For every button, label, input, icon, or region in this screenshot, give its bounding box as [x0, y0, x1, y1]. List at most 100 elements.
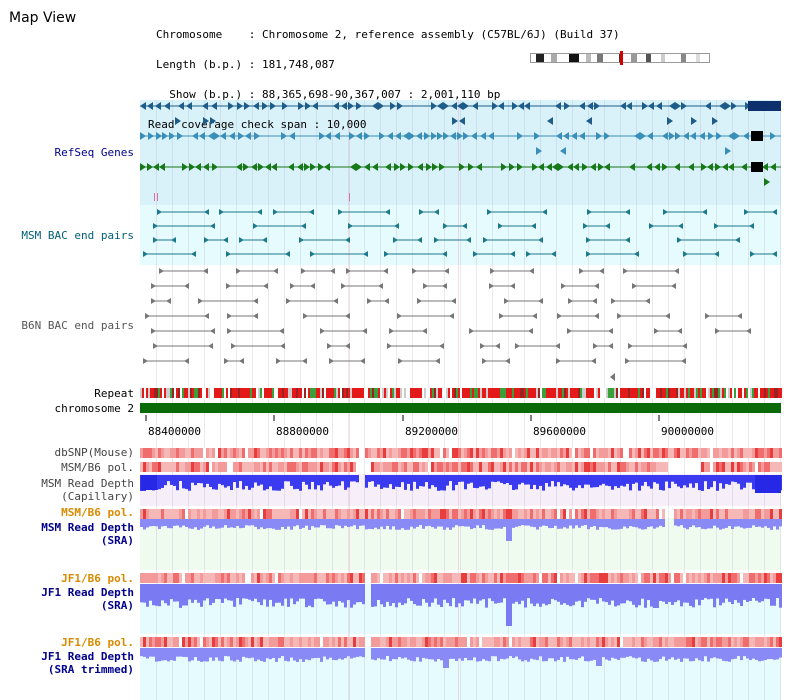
repeat-block — [296, 388, 298, 398]
jf1-b6-pol-label[interactable]: JF1/B6 pol. — [61, 572, 134, 585]
polymorphism-cell — [377, 509, 380, 519]
highlight-line — [458, 100, 459, 700]
polymorphism-cell — [560, 509, 563, 519]
depth-bar — [221, 648, 224, 662]
polymorphism-cell — [749, 637, 752, 647]
depth-bar — [584, 584, 587, 602]
polymorphism-cell — [263, 637, 266, 647]
depth-bar — [179, 475, 182, 482]
repeat-block — [482, 388, 484, 398]
polymorphism-cell — [491, 448, 494, 458]
refseq-genes-label[interactable]: RefSeq Genes — [54, 146, 134, 159]
polymorphism-cell — [665, 637, 668, 647]
bac-end — [682, 343, 687, 349]
gridline — [172, 100, 173, 700]
depth-bar — [326, 584, 329, 605]
bac-end — [568, 298, 573, 304]
polymorphism-cell — [446, 637, 449, 647]
jf1-depth-sra-label-1[interactable]: JF1 Read Depth — [41, 586, 134, 599]
polymorphism-cell — [446, 509, 449, 519]
polymorphism-cell — [440, 462, 443, 472]
msm-bac-label[interactable]: MSM BAC end pairs — [21, 229, 134, 242]
gene-feature — [468, 163, 474, 171]
depth-bar — [350, 648, 353, 659]
repeat-block — [420, 388, 422, 398]
polymorphism-cell — [251, 573, 254, 583]
depth-bar — [344, 648, 347, 659]
msm-b6-pol-label[interactable]: MSM/B6 pol. — [61, 461, 134, 474]
repeat-block — [222, 388, 224, 398]
gridline — [508, 100, 509, 700]
polymorphism-cell — [530, 637, 533, 647]
depth-bar — [632, 519, 635, 527]
polymorphism-cell — [680, 448, 683, 458]
bac-end — [443, 223, 448, 229]
depth-bar — [449, 584, 452, 607]
polymorphism-cell — [392, 573, 395, 583]
polymorphism-cell — [416, 573, 419, 583]
repeat-block — [350, 388, 352, 398]
polymorphism-cell — [299, 462, 302, 472]
gene-feature — [228, 102, 234, 110]
jf1-b6-pol-trim-label[interactable]: JF1/B6 pol. — [61, 636, 134, 649]
polymorphism-cell — [425, 573, 428, 583]
polymorphism-cell — [254, 637, 257, 647]
depth-bar — [173, 648, 176, 661]
dbsnp-label[interactable]: dbSNP(Mouse) — [54, 446, 134, 459]
polymorphism-cell — [398, 448, 401, 458]
polymorphism-cell — [437, 462, 440, 472]
repeat-block — [174, 388, 176, 398]
depth-bar — [140, 519, 143, 528]
depth-bar — [605, 475, 608, 486]
polymorphism-cell — [620, 509, 623, 519]
polymorphism-cell — [536, 509, 539, 519]
polymorphism-cell — [290, 462, 293, 472]
polymorphism-cell — [485, 637, 488, 647]
gene-feature — [770, 163, 776, 171]
depth-bar — [557, 519, 560, 529]
chromosome-info: Chromosome : Chromosome 2, reference ass… — [148, 10, 620, 140]
chromosome-ideogram[interactable] — [530, 51, 710, 65]
b6n-bac-label[interactable]: B6N BAC end pairs — [21, 319, 134, 332]
msm-depth-sra-label-1[interactable]: MSM Read Depth — [41, 521, 134, 534]
depth-bar — [197, 584, 200, 603]
depth-bar — [407, 584, 410, 599]
depth-bar — [284, 648, 287, 661]
depth-bar — [683, 519, 686, 528]
polymorphism-cell — [419, 448, 422, 458]
repeat-block — [480, 388, 482, 398]
jf1-depth-trim-label-1[interactable]: JF1 Read Depth — [41, 650, 134, 663]
polymorphism-cell — [626, 462, 629, 472]
depth-bar — [626, 519, 629, 529]
msm-b6-pol-sra-label[interactable]: MSM/B6 pol. — [61, 506, 134, 519]
msm-depth-capillary-label-1[interactable]: MSM Read Depth — [41, 477, 134, 490]
depth-bar — [506, 475, 509, 484]
depth-bar — [248, 584, 251, 600]
polymorphism-cell — [473, 462, 476, 472]
polymorphism-cell — [407, 637, 410, 647]
polymorphism-cell — [677, 448, 680, 458]
depth-bar — [665, 584, 668, 605]
depth-bar — [446, 584, 449, 603]
polymorphism-cell — [608, 509, 611, 519]
depth-bar — [539, 475, 542, 486]
polymorphism-cell — [245, 637, 248, 647]
polymorphism-cell — [236, 509, 239, 519]
polymorphism-cell — [296, 462, 299, 472]
polymorphism-cell — [422, 509, 425, 519]
polymorphism-cell — [278, 448, 281, 458]
repeat-block — [556, 388, 558, 398]
polymorphism-cell — [389, 448, 392, 458]
depth-bar — [146, 519, 149, 528]
polymorphism-cell — [410, 462, 413, 472]
bac-end — [276, 358, 281, 364]
repeat-block — [452, 388, 454, 398]
polymorphism-cell — [677, 637, 680, 647]
polymorphism-cell — [686, 637, 689, 647]
repeat-block — [348, 388, 350, 398]
repeat-block — [620, 388, 622, 398]
polymorphism-cell — [692, 637, 695, 647]
depth-bar — [440, 475, 443, 491]
depth-bar — [590, 519, 593, 527]
